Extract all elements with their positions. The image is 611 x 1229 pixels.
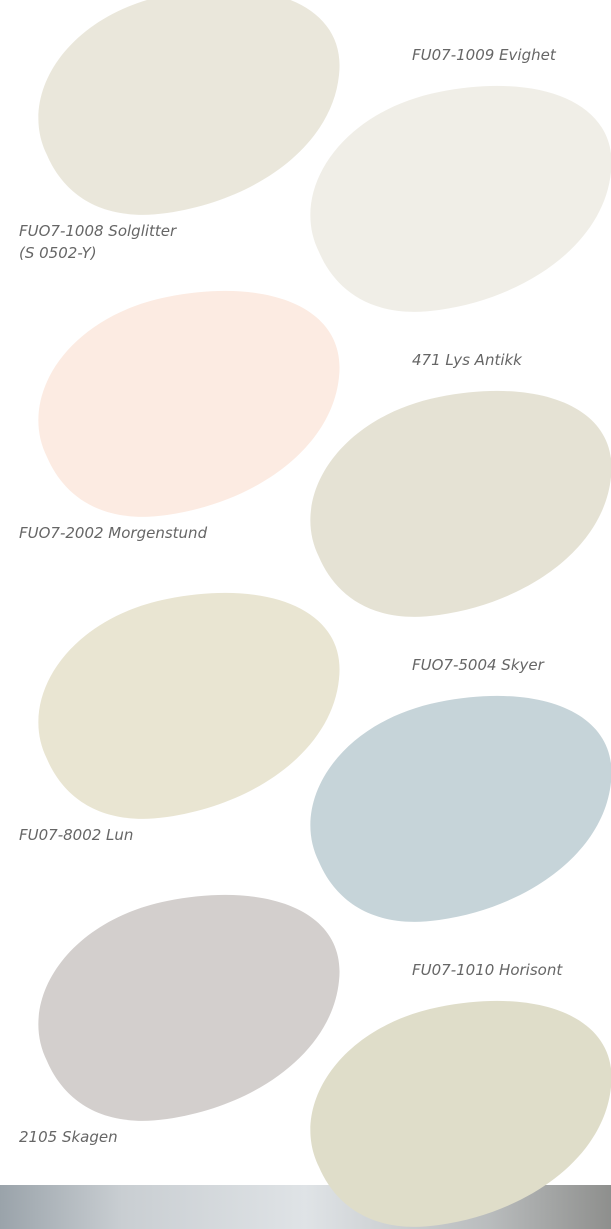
color-blob	[310, 696, 611, 922]
swatch	[310, 391, 611, 617]
color-blob	[310, 1001, 611, 1227]
color-blob	[38, 0, 340, 215]
swatch-label: FUO7-5004 Skyer	[412, 656, 545, 674]
swatch-label: FUO7-1008 Solglitter	[19, 222, 177, 240]
swatch	[310, 1001, 611, 1227]
color-blob	[310, 86, 611, 312]
swatch-label: FU07-8002 Lun	[19, 826, 133, 844]
swatch	[310, 696, 611, 922]
color-blob	[38, 290, 340, 517]
color-blob	[38, 592, 340, 819]
swatch	[38, 894, 340, 1121]
swatch-label: FU07-1010 Horisont	[412, 961, 563, 979]
swatch-label: FUO7-2002 Morgenstund	[19, 524, 208, 542]
color-blob	[310, 391, 611, 617]
swatch-label: 471 Lys Antikk	[412, 351, 523, 369]
swatch-label: 2105 Skagen	[19, 1128, 118, 1146]
color-blob	[38, 894, 340, 1121]
swatch-label: (S 0502-Y)	[19, 244, 97, 262]
swatch	[38, 592, 340, 819]
swatch	[38, 290, 340, 517]
swatch	[310, 86, 611, 312]
swatch	[38, 0, 340, 215]
swatch-label: FU07-1009 Evighet	[412, 46, 557, 64]
